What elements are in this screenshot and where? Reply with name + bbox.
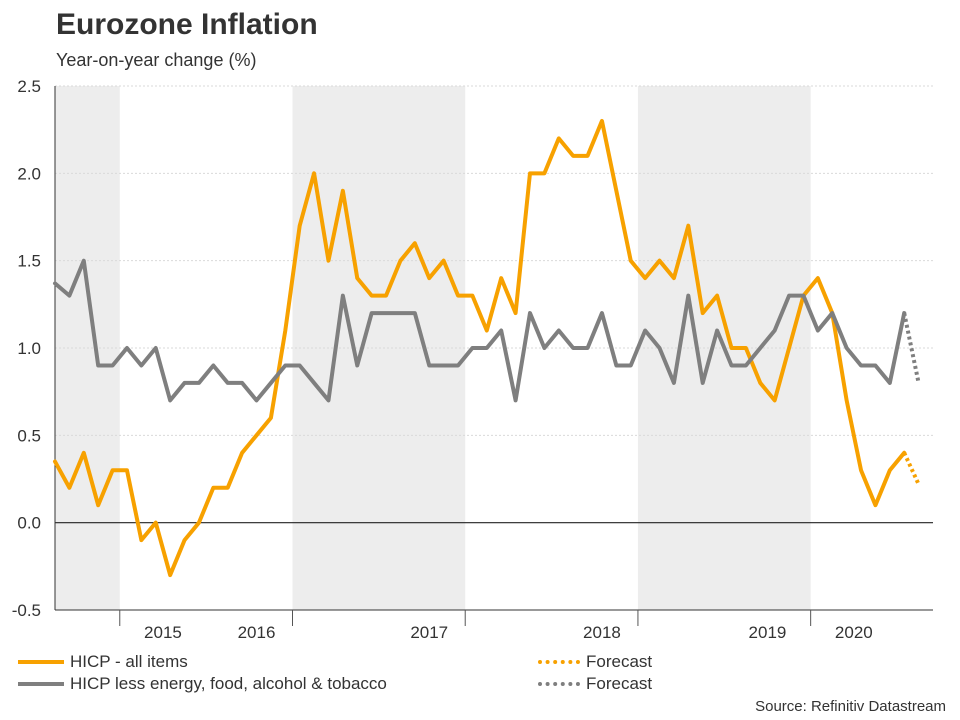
tick-labels: -0.5 0.0 0.5 1.0 1.5 2.0 2.5 2015 2016 2017 2018 20… [12,77,873,642]
chart-subtitle: Year-on-year change (%) [56,50,257,70]
series-line-forecast-2 [902,451,921,486]
x-tick-label: 2015 [144,623,182,642]
legend-item-hicp[interactable]: HICP - all items [18,652,188,672]
y-tick-label: 0.0 [17,514,41,533]
legend-label-core: HICP less energy, food, alcohol & tobacc… [70,674,387,693]
y-tick-label: 0.5 [17,426,41,445]
axes [54,86,933,626]
legend-item-core-forecast[interactable]: Forecast [538,674,652,694]
x-tick-label: 2019 [749,623,787,642]
series-lines [53,118,921,578]
y-tick-label: -0.5 [12,601,41,620]
series-line-hicp-all-items-0 [53,118,907,578]
y-tick-label: 2.0 [17,164,41,183]
legend-label-hicp: HICP - all items [70,652,188,671]
legend-swatch-hicp-forecast [538,660,580,664]
legend-item-core[interactable]: HICP less energy, food, alcohol & tobacc… [18,674,387,694]
legend-label-core-forecast: Forecast [586,674,653,693]
chart-title: Eurozone Inflation [56,8,318,41]
legend-swatch-core [18,682,64,686]
y-tick-label: 1.0 [17,339,41,358]
legend-swatch-core-forecast [538,682,580,686]
legend-item-hicp-forecast[interactable]: Forecast [538,652,652,672]
legend-swatch-hicp [18,660,64,664]
x-tick-label: 2017 [410,623,448,642]
y-tick-label: 1.5 [17,252,41,271]
source-note: Source: Refinitiv Datastream [755,698,946,715]
x-tick-label: 2020 [835,623,873,642]
x-tick-label: 2018 [583,623,621,642]
series-line-hicp-less-energy-food-alcohol-tobacco-1 [53,258,907,403]
y-tick-label: 2.5 [17,77,41,96]
legend-label-hicp-forecast: Forecast [586,652,653,671]
x-tick-label: 2016 [238,623,276,642]
